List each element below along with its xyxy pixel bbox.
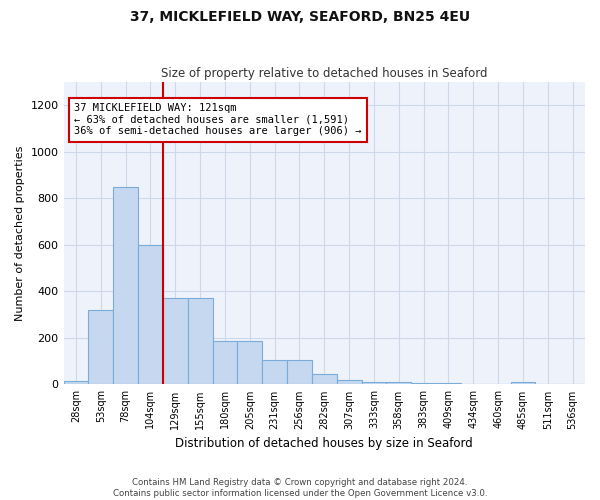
Bar xyxy=(262,360,287,384)
Bar xyxy=(337,380,362,384)
Bar xyxy=(64,381,88,384)
Bar xyxy=(386,382,411,384)
Bar xyxy=(238,342,262,384)
Text: 37 MICKLEFIELD WAY: 121sqm
← 63% of detached houses are smaller (1,591)
36% of s: 37 MICKLEFIELD WAY: 121sqm ← 63% of deta… xyxy=(74,103,361,136)
Bar xyxy=(163,298,188,384)
Text: 37, MICKLEFIELD WAY, SEAFORD, BN25 4EU: 37, MICKLEFIELD WAY, SEAFORD, BN25 4EU xyxy=(130,10,470,24)
Text: Contains HM Land Registry data © Crown copyright and database right 2024.
Contai: Contains HM Land Registry data © Crown c… xyxy=(113,478,487,498)
Title: Size of property relative to detached houses in Seaford: Size of property relative to detached ho… xyxy=(161,66,488,80)
Bar xyxy=(88,310,113,384)
Y-axis label: Number of detached properties: Number of detached properties xyxy=(15,146,25,321)
Bar xyxy=(188,298,212,384)
Bar xyxy=(212,342,238,384)
Bar xyxy=(362,382,386,384)
Bar xyxy=(511,382,535,384)
Bar xyxy=(312,374,337,384)
X-axis label: Distribution of detached houses by size in Seaford: Distribution of detached houses by size … xyxy=(175,437,473,450)
Bar xyxy=(138,245,163,384)
Bar xyxy=(113,186,138,384)
Bar xyxy=(287,360,312,384)
